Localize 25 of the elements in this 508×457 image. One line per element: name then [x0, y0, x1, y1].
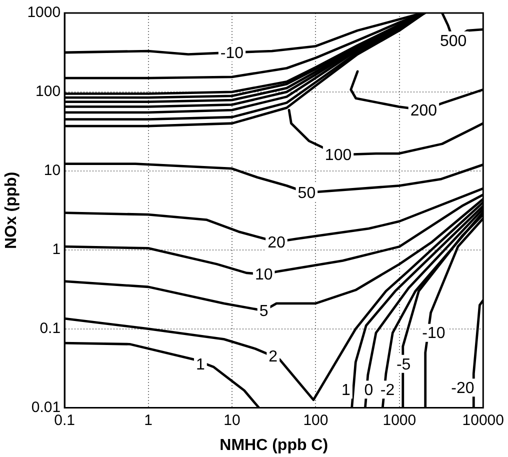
annotation: 50: [298, 185, 316, 202]
annotation: 10: [254, 266, 273, 284]
annotation: -5: [396, 356, 411, 374]
x-tick-label: 1: [144, 412, 152, 429]
annotation: 2: [268, 348, 278, 366]
annotation: 0: [364, 382, 374, 400]
annotation: 1: [196, 356, 206, 374]
y-tick-label: 0.1: [40, 320, 61, 337]
x-tick-label: 100: [303, 412, 328, 429]
y-tick-label: 100: [36, 83, 61, 100]
annotation: -10: [422, 325, 446, 342]
annotation: 20: [268, 234, 286, 252]
y-tick-label: 10: [44, 162, 61, 180]
y-tick-label: 1000: [27, 4, 61, 22]
x-tick-label: 1000: [382, 412, 416, 429]
y-axis-title: NOx (ppb): [3, 172, 20, 250]
x-axis-title: NMHC (ppb C): [220, 436, 328, 454]
y-tick-label: 0.01: [31, 398, 61, 416]
y-tick-label: 1: [52, 241, 61, 258]
annotation: -20: [451, 380, 474, 398]
annotation: 1: [342, 382, 351, 400]
x-tick-label: 10000: [462, 412, 504, 429]
annotation: -2: [380, 382, 395, 400]
x-tick-label: 10: [224, 412, 240, 429]
annotation: 5: [259, 303, 268, 320]
